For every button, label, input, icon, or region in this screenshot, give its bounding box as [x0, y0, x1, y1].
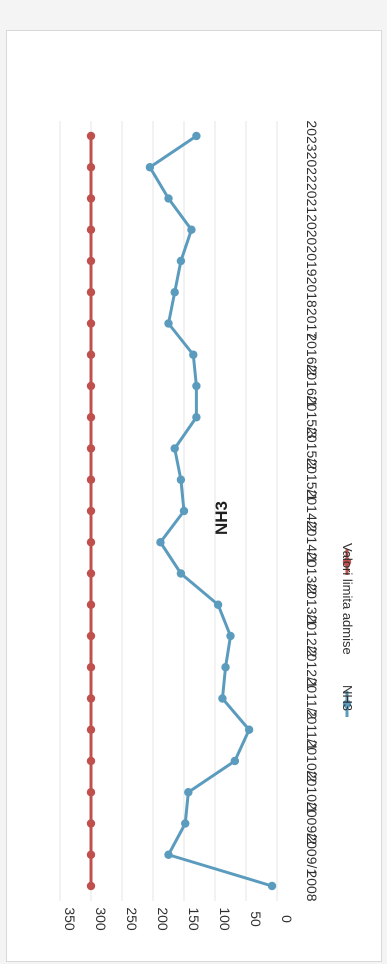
point-nh3-2009-1 [164, 850, 173, 859]
category-tick-2018: 2018 [304, 277, 320, 308]
category-tick-2015-1: 2015/1 [304, 458, 320, 501]
point-nh3-2008 [267, 881, 277, 891]
chart-frame: 2008 2009/1 2009/2 2010/1 2010/2 2011/1 2011/2… [6, 30, 382, 962]
point-nh3-2014-1 [156, 538, 165, 547]
point-valori-limita-admise-2014-1 [86, 538, 96, 547]
category-tick-2014-1: 2014/1 [304, 521, 320, 564]
point-valori-limita-admise-2013-1 [86, 600, 96, 609]
point-nh3-2018 [170, 288, 179, 297]
category-tick-2017: 2017 [304, 308, 320, 339]
point-valori-limita-admise-2011-1 [86, 725, 96, 734]
nh3-chart: 20082009/12009/22010/12010/22011/12011/2… [59, 120, 355, 931]
value-tick-100: 100 [217, 907, 233, 931]
point-nh3-2014-2 [179, 506, 189, 516]
category-tick-2015-3: 2015/3 [304, 396, 320, 439]
legend-marker-valori-limita-admise [342, 557, 352, 567]
point-nh3-2019 [176, 256, 186, 266]
point-nh3-2009-2 [181, 819, 190, 828]
point-valori-limita-admise-2020 [86, 225, 96, 234]
point-nh3-2010-1 [184, 788, 193, 797]
point-nh3-2015-1 [176, 475, 186, 484]
point-valori-limita-admise-2015-3 [86, 413, 96, 422]
point-valori-limita-admise-2015-1 [86, 475, 96, 484]
point-nh3-2023 [192, 131, 201, 141]
legend-item-nh3: NH3 [340, 685, 355, 717]
point-valori-limita-admise-2015-2 [86, 444, 96, 453]
category-tick-2016-2: 2016/2 [304, 333, 320, 376]
point-nh3-2011-2 [218, 694, 227, 703]
legend-label-valori-limita-admise: Valori limita admise [340, 543, 355, 655]
value-tick-250: 250 [124, 907, 140, 931]
point-valori-limita-admise-2008 [86, 881, 96, 891]
legend-label-nh3: NH3 [340, 685, 355, 711]
point-nh3-2015-2 [170, 444, 179, 453]
point-nh3-2015-3 [192, 413, 201, 422]
legend-marker-nh3 [342, 699, 352, 709]
point-valori-limita-admise-2013-2 [86, 569, 96, 578]
point-nh3-2016-1 [192, 381, 201, 391]
category-tick-2010-1: 2010/1 [304, 771, 320, 814]
series-layer [86, 131, 277, 891]
value-tick-300: 300 [93, 907, 109, 931]
point-nh3-2017 [164, 319, 173, 328]
point-valori-limita-admise-2009-2 [86, 819, 96, 828]
category-tick-2019: 2019 [304, 245, 320, 276]
point-valori-limita-admise-2012-1 [86, 663, 96, 672]
category-tick-2008: 2008 [304, 870, 320, 901]
value-tick-0: 0 [279, 915, 295, 923]
series-nh3 [145, 131, 277, 891]
series-valori-limita-admise [86, 131, 96, 891]
category-tick-2011-2: 2011/2 [304, 678, 320, 720]
point-valori-limita-admise-2010-2 [86, 756, 96, 766]
category-tick-2012-2: 2012/2 [304, 615, 320, 658]
category-tick-2014-2: 2014/2 [304, 490, 320, 533]
point-nh3-2012-1 [221, 663, 230, 672]
value-tick-50: 50 [248, 911, 264, 927]
point-valori-limita-admise-2009-1 [86, 850, 96, 859]
point-valori-limita-admise-2010-1 [86, 788, 96, 797]
point-valori-limita-admise-2014-2 [86, 506, 96, 516]
chart-title: NH3 [212, 501, 231, 535]
point-nh3-2012-2 [226, 631, 235, 641]
category-tick-2015-2: 2015/2 [304, 427, 320, 470]
category-tick-2013-2: 2013/2 [304, 552, 320, 595]
series-line-nh3 [148, 134, 273, 888]
point-nh3-2016-2 [189, 350, 198, 359]
point-nh3-2011-1 [244, 725, 254, 734]
category-tick-2009-2: 2009/2 [304, 802, 320, 845]
point-valori-limita-admise-2012-2 [86, 631, 96, 641]
point-valori-limita-admise-2022 [86, 163, 96, 172]
point-valori-limita-admise-2017 [86, 319, 96, 328]
category-tick-2009-1: 2009/1 [304, 833, 320, 876]
point-valori-limita-admise-2016-2 [86, 350, 96, 359]
point-valori-limita-admise-2018 [86, 288, 96, 297]
category-tick-2022: 2022 [304, 152, 320, 183]
point-valori-limita-admise-2021 [86, 194, 96, 203]
point-valori-limita-admise-2023 [86, 131, 96, 141]
point-valori-limita-admise-2019 [86, 256, 96, 266]
point-nh3-2021 [164, 194, 173, 203]
point-nh3-2013-2 [176, 569, 186, 578]
category-tick-2023: 2023 [304, 120, 320, 151]
category-tick-2020: 2020 [304, 214, 320, 245]
value-tick-labels: 0 50 100 150 200 250 300 350 [62, 907, 295, 931]
point-nh3-2013-1 [213, 600, 223, 609]
category-tick-2010-2: 2010/2 [304, 740, 320, 783]
value-tick-200: 200 [155, 907, 171, 931]
point-nh3-2020 [187, 225, 196, 234]
legend-item-valori-limita-admise: Valori limita admise [340, 543, 355, 655]
category-tick-labels: 20082009/12009/22010/12010/22011/12011/2… [304, 120, 320, 901]
point-valori-limita-admise-2011-2 [86, 694, 96, 703]
point-nh3-2010-2 [230, 756, 240, 766]
category-tick-2011-1: 2011/1 [304, 709, 320, 751]
point-nh3-2022 [145, 163, 155, 172]
category-tick-2021: 2021 [304, 183, 320, 214]
value-tick-350: 350 [62, 907, 78, 931]
category-tick-2013-1: 2013/1 [304, 583, 320, 626]
legend: NH3 Valori limita admise [340, 543, 355, 717]
category-tick-2016-1: 2016/1 [304, 365, 320, 408]
category-tick-2012-1: 2012/1 [304, 646, 320, 689]
point-valori-limita-admise-2016-1 [86, 381, 96, 391]
value-tick-150: 150 [186, 907, 202, 931]
